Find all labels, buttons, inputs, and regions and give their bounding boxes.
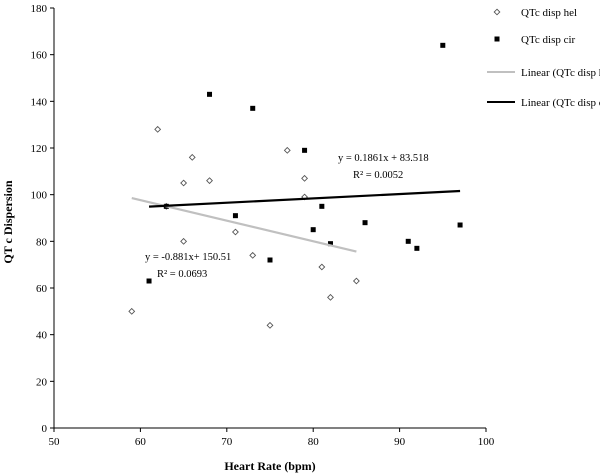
data-point-hel bbox=[327, 293, 334, 301]
x-tick-label: 80 bbox=[308, 436, 320, 448]
x-tick-label: 100 bbox=[478, 436, 495, 448]
data-point-hel bbox=[283, 146, 291, 154]
data-point-hel bbox=[206, 177, 213, 185]
x-tick-label: 60 bbox=[135, 436, 147, 448]
data-point-hel bbox=[154, 125, 162, 133]
data-point-hel bbox=[352, 277, 360, 285]
data-point-cir bbox=[327, 241, 333, 247]
y-tick-label: 120 bbox=[31, 143, 48, 155]
y-tick-label: 140 bbox=[31, 96, 48, 108]
data-point-cir bbox=[232, 213, 238, 219]
data-point-cir bbox=[440, 42, 446, 48]
trendline-r-squared-cir: R² = 0.0052 bbox=[353, 170, 403, 181]
data-point-cir bbox=[207, 91, 213, 97]
data-point-hel bbox=[318, 263, 326, 271]
data-point-cir bbox=[362, 220, 368, 226]
legend-label: Linear (QTc disp cir) bbox=[521, 97, 600, 109]
data-point-hel bbox=[180, 179, 188, 187]
y-tick-label: 160 bbox=[31, 50, 48, 62]
trendline-equation-hel: y = -0.881x+ 150.51 bbox=[145, 252, 231, 263]
legend-label: QTc disp hel bbox=[521, 7, 577, 19]
data-point-hel bbox=[232, 228, 239, 236]
data-point-hel bbox=[301, 174, 308, 182]
data-point-hel bbox=[188, 153, 196, 161]
x-tick-label: 90 bbox=[394, 436, 406, 448]
data-point-cir bbox=[267, 257, 273, 263]
y-tick-label: 180 bbox=[31, 3, 48, 15]
y-tick-label: 100 bbox=[31, 190, 48, 202]
x-axis-title: Heart Rate (bpm) bbox=[224, 459, 315, 473]
legend-marker-cir bbox=[494, 36, 500, 42]
legend: QTc disp hel QTc disp cir Linear (QTc disp… bbox=[487, 7, 600, 109]
legend-label: Linear (QTc disp hel) bbox=[521, 67, 600, 79]
data-point-hel bbox=[180, 237, 188, 245]
legend-label: QTc disp cir bbox=[521, 34, 576, 46]
y-tick-label: 80 bbox=[36, 236, 48, 248]
data-point-cir bbox=[310, 227, 316, 233]
plot-area: 0 20 40 60 80 100 120 140 160 180 50 60 70 80 90 100 y =… bbox=[31, 3, 495, 448]
x-tick-label: 50 bbox=[49, 436, 61, 448]
trendline-hel bbox=[131, 197, 357, 253]
y-tick-label: 0 bbox=[42, 423, 48, 435]
data-point-cir bbox=[414, 245, 420, 251]
data-point-cir bbox=[250, 105, 256, 111]
data-point-cir bbox=[302, 147, 308, 153]
data-point-cir bbox=[319, 203, 325, 209]
legend-marker-hel bbox=[493, 8, 501, 16]
data-point-hel bbox=[249, 251, 257, 259]
trendline-equation-cir: y = 0.1861x + 83.518 bbox=[338, 153, 429, 164]
data-point-cir bbox=[457, 222, 463, 228]
data-point-cir bbox=[146, 278, 152, 284]
y-tick-label: 20 bbox=[36, 376, 48, 388]
y-axis-title: QT c Dispersion bbox=[1, 180, 15, 263]
data-point-cir bbox=[405, 238, 411, 244]
y-tick-label: 60 bbox=[36, 283, 48, 295]
x-tick-label: 70 bbox=[221, 436, 233, 448]
trendline-cir bbox=[148, 189, 461, 208]
y-tick-label: 40 bbox=[36, 330, 48, 342]
trendline-r-squared-hel: R² = 0.0693 bbox=[157, 269, 207, 280]
data-point-hel bbox=[266, 321, 274, 329]
data-point-hel bbox=[128, 307, 136, 315]
